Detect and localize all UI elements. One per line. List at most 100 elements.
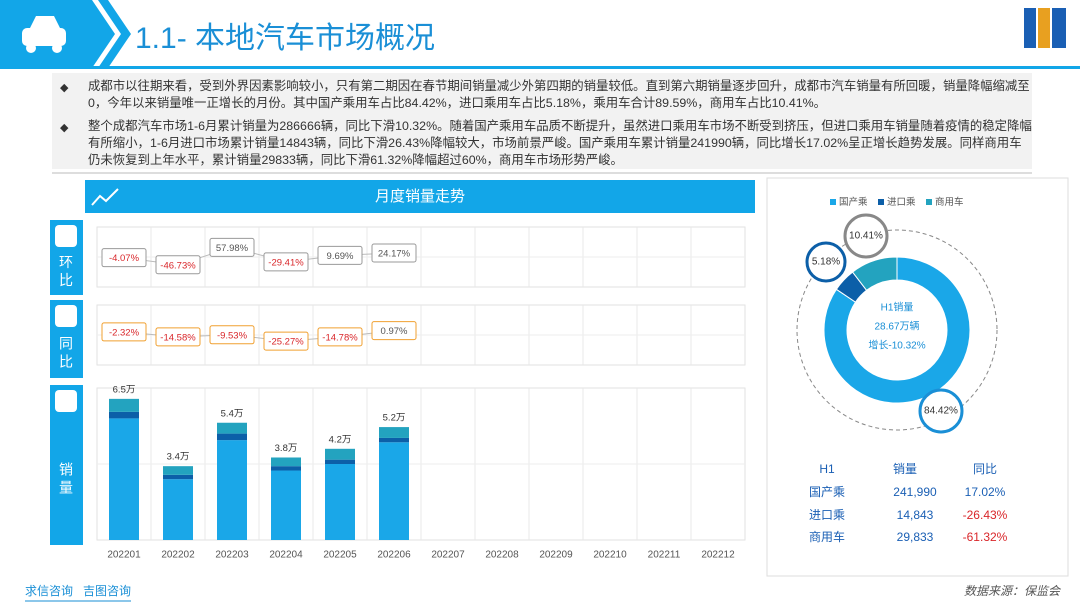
rate-label: 57.98% (216, 243, 249, 254)
rate-box (209, 237, 255, 257)
footer-link: 吉图咨询 (83, 583, 131, 598)
total-label: 5.2万 (383, 413, 406, 424)
table-cell: 241,990 (893, 485, 937, 499)
x-tick-label: 202210 (593, 550, 627, 561)
rate-box (263, 331, 309, 351)
callout (805, 241, 847, 283)
bar-segment (325, 459, 355, 464)
table-cell: 国产乘 (809, 485, 845, 499)
bar-segment (163, 479, 193, 540)
bar-segment (109, 418, 139, 540)
rate-box (371, 321, 417, 341)
rate-label: 24.17% (378, 248, 411, 259)
panel-title: 月度销量走势 (375, 188, 465, 205)
callout-label: 10.41% (849, 231, 883, 242)
bar-segment (163, 466, 193, 475)
dashed-ring (796, 229, 998, 431)
table-header: 同比 (973, 462, 997, 476)
legend-label: 商用车 (935, 196, 964, 208)
footer-link: 求信咨询 (25, 583, 73, 598)
side-label: 比 (59, 272, 73, 288)
total-label: 6.5万 (113, 384, 136, 395)
callout-label: 5.18% (812, 257, 840, 268)
center-label: 28.67万辆 (874, 320, 919, 333)
rate-box (263, 252, 309, 272)
bar-segment (163, 474, 193, 480)
rate-box (101, 322, 147, 342)
side-icon (55, 305, 77, 327)
total-label: 3.8万 (275, 443, 298, 454)
page-title: 1.1- 本地汽车市场概况 (135, 22, 435, 55)
table-cell: -61.32% (963, 530, 1008, 544)
rate-box (371, 243, 417, 263)
x-tick-label: 202203 (215, 550, 249, 561)
logo (1024, 8, 1066, 48)
callout-label: 84.42% (924, 406, 958, 417)
bar-segment (379, 437, 409, 443)
legend-swatch (878, 199, 884, 205)
legend-label: 进口乘 (887, 196, 916, 208)
rate-label: -14.58% (160, 332, 196, 343)
rate-label: -14.78% (322, 332, 358, 343)
x-tick-label: 202212 (701, 550, 735, 561)
bar-segment (271, 470, 301, 540)
rate-label: -9.53% (217, 330, 248, 341)
bullet-dot: ◆ (60, 82, 69, 94)
x-tick-label: 202211 (648, 550, 681, 561)
center-label: 增长-10.32% (868, 339, 925, 352)
x-tick-label: 202209 (539, 550, 573, 561)
bullet: 整个成都汽车市场1-6月累计销量为286666辆，同比下滑10.32%。随着国产… (88, 119, 1032, 167)
total-label: 3.4万 (167, 452, 190, 463)
rate-label: -4.07% (109, 253, 140, 264)
side-icon (55, 390, 77, 412)
x-tick-label: 202204 (269, 550, 303, 561)
x-tick-label: 202208 (485, 550, 519, 561)
table-header: 销量 (893, 462, 917, 476)
side-label: 比 (59, 354, 73, 370)
table-cell: 29,833 (897, 530, 934, 544)
footer-source: 数据来源：保监会 (964, 584, 1062, 598)
bar-segment (379, 442, 409, 540)
trend-icon (91, 188, 119, 206)
rate-box (209, 325, 255, 345)
side-label: 环 (59, 254, 73, 270)
center-label: H1销量 (881, 301, 914, 314)
x-tick-label: 202202 (161, 550, 195, 561)
rate-label: -2.32% (109, 327, 140, 338)
side-icon (55, 225, 77, 247)
table-cell: 进口乘 (809, 508, 845, 522)
callout (843, 213, 889, 259)
bar-segment (379, 427, 409, 438)
bar-segment (217, 422, 247, 434)
donut-hole (849, 282, 945, 378)
table-cell: -26.43% (963, 508, 1008, 522)
bar-segment (109, 411, 139, 419)
car-icon (22, 16, 66, 53)
x-tick-label: 202205 (323, 550, 357, 561)
bar-segment (217, 440, 247, 540)
rate-box (317, 327, 363, 347)
bar-segment (325, 448, 355, 460)
side-label: 量 (59, 480, 73, 496)
side-label: 销 (59, 462, 73, 478)
x-tick-label: 202207 (431, 550, 465, 561)
rate-label: -46.73% (160, 260, 196, 271)
bar-segment (271, 457, 301, 467)
bullet-dot: ◆ (60, 122, 69, 134)
x-tick-label: 202201 (107, 550, 141, 561)
donut-slice (823, 256, 971, 404)
bullet: 成都市以往期来看，受到外界因素影响较小，只有第二期因在春节期间销量减少外第四期的… (88, 79, 1030, 110)
side-label: 同 (59, 336, 73, 352)
table-header: H1 (819, 462, 835, 476)
rate-label: 9.69% (327, 251, 354, 262)
total-label: 4.2万 (329, 434, 352, 445)
donut-slice (851, 256, 898, 292)
legend-swatch (830, 199, 836, 205)
rate-box (101, 248, 147, 268)
rate-box (317, 245, 363, 265)
table-cell: 商用车 (809, 529, 845, 544)
rate-label: 0.97% (381, 326, 408, 337)
bar-segment (217, 433, 247, 441)
